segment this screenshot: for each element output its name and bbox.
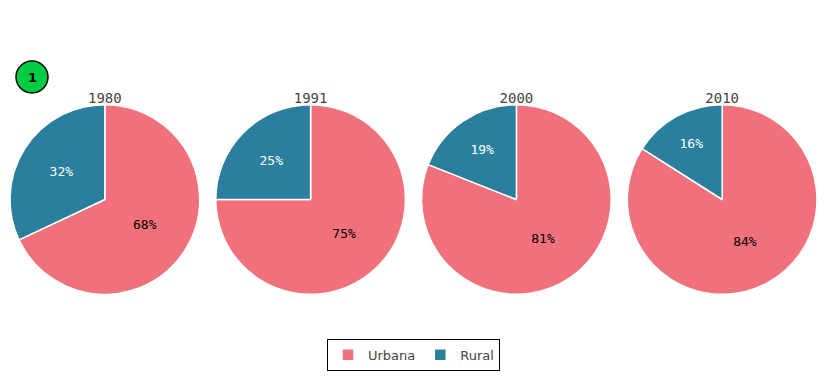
svg-text:75%: 75% [332,226,356,241]
svg-text:2000: 2000 [500,90,534,106]
svg-text:84%: 84% [733,234,757,249]
svg-text:Rural: Rural [460,348,494,363]
svg-text:1991: 1991 [294,90,328,106]
svg-text:1980: 1980 [88,90,122,106]
svg-text:Urbana: Urbana [368,348,415,363]
svg-text:25%: 25% [260,153,284,168]
svg-text:2010: 2010 [705,90,739,106]
svg-text:19%: 19% [470,142,494,157]
svg-text:32%: 32% [50,164,74,179]
svg-text:68%: 68% [133,217,157,232]
svg-text:81%: 81% [531,231,555,246]
svg-text:1: 1 [28,70,37,85]
svg-text:16%: 16% [680,136,704,151]
